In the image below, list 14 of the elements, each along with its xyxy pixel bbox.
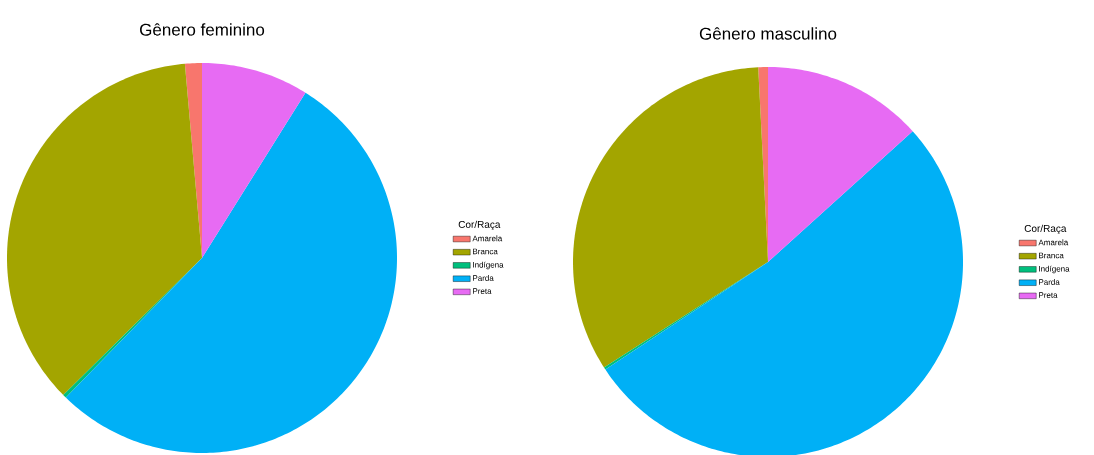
legend-label: Indígena <box>473 261 504 270</box>
legend-title: Cor/Raça <box>458 220 501 230</box>
legend-label: Parda <box>1039 279 1060 285</box>
legend-label: Preta <box>1039 292 1058 298</box>
chart-title: Gênero feminino <box>140 23 265 36</box>
legend-label: Branca <box>1039 252 1064 259</box>
legend-label: Indígena <box>1039 265 1070 274</box>
legend-label: Branca <box>473 248 498 255</box>
legend-label: Parda <box>473 275 494 281</box>
chart-title: Gênero masculino <box>699 27 837 40</box>
legend-label: Preta <box>473 288 492 294</box>
legend-title: Cor/Raça <box>1024 224 1067 234</box>
legend-label: Amarela <box>472 235 503 242</box>
legend-label: Amarela <box>1038 239 1069 246</box>
